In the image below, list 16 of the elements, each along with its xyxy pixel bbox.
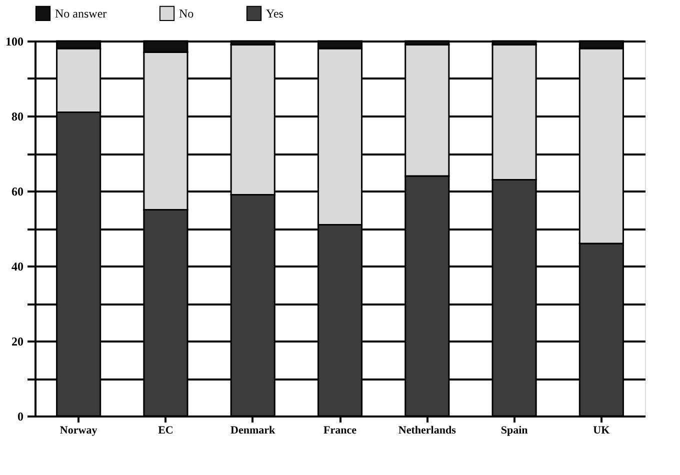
legend-label: No answer — [55, 6, 107, 20]
y-tick-label: 40 — [12, 260, 24, 274]
x-tick-label: Netherlands — [398, 424, 457, 436]
x-tick-label: Spain — [500, 424, 528, 436]
y-tick-label: 20 — [12, 334, 24, 348]
y-tick-label: 0 — [18, 410, 24, 424]
y-tick-label: 80 — [12, 110, 24, 124]
x-tick-label: EC — [158, 424, 174, 436]
legend-label: Yes — [266, 6, 284, 20]
x-tick-label: Norway — [60, 424, 98, 436]
y-tick-label: 60 — [12, 184, 24, 198]
y-tick-label: 100 — [6, 34, 24, 48]
x-tick-label: France — [324, 424, 357, 436]
legend-label: No — [179, 6, 194, 20]
x-tick-label: UK — [593, 424, 610, 436]
x-tick-label: Denmark — [230, 424, 276, 436]
